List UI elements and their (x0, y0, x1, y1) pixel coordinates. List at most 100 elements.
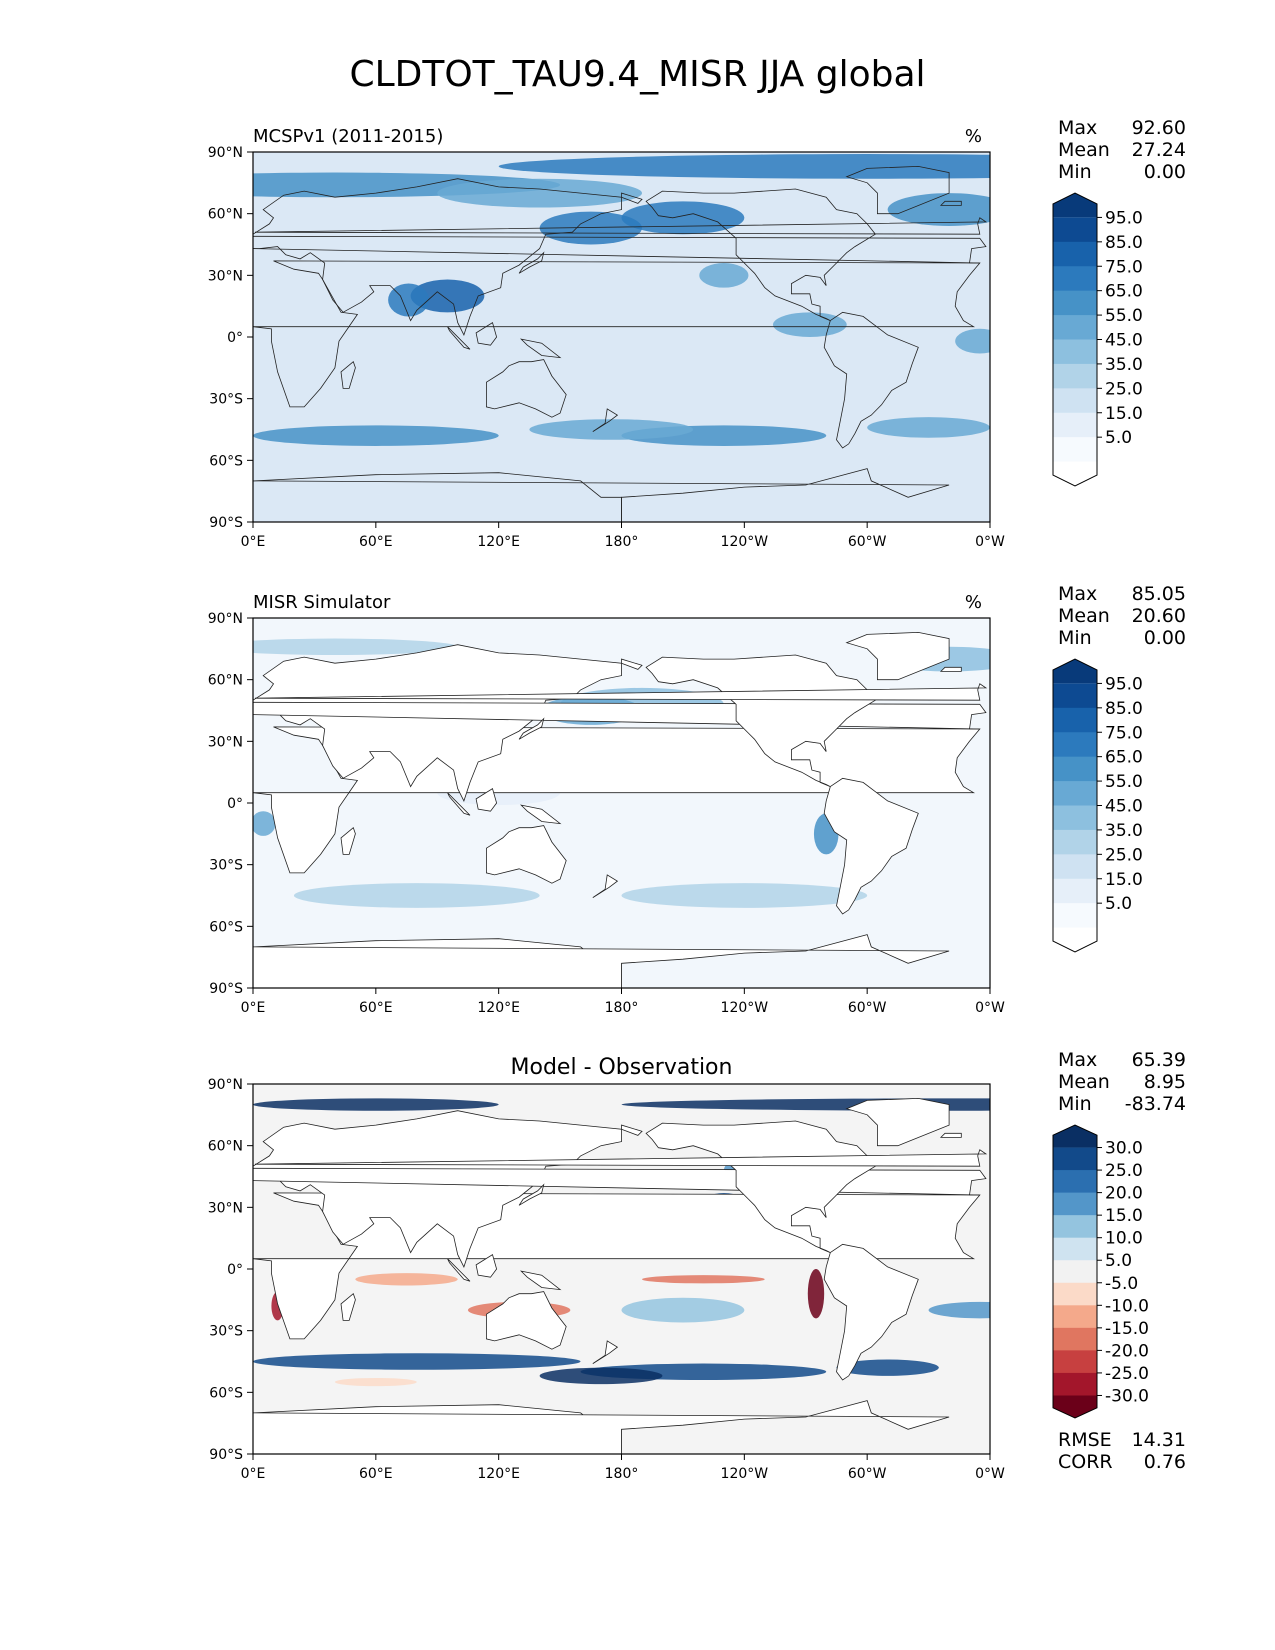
coastline-japan (518, 1183, 545, 1206)
colorbar: 30.025.0 20.015.0 10.05.0 -5.0-10.0 -15.0-20… (1052, 1124, 1149, 1419)
colorbar: 95.0 85.0 75.0 65.0 55.0 45.0 35.0 25.0 15.0 5.0 (1052, 192, 1143, 487)
coastline-borneo (475, 787, 498, 812)
coastline-newguinea (519, 338, 562, 359)
colorbar-tick-label: 35.0 (1105, 821, 1143, 841)
x-tick-label: 0°W (975, 1466, 1005, 1482)
field-patch (641, 1275, 765, 1284)
colorbar-swatch (1053, 1372, 1097, 1396)
stats-block: Max 85.05 Mean 20.60 Min 0.00 (1058, 583, 1186, 649)
coastline-eurasia_east (253, 1110, 622, 1268)
stat-row: RMSE 14.31 (1058, 1429, 1186, 1451)
coastline-northamerica (645, 188, 876, 321)
coastline-japan (518, 717, 545, 740)
field-patch (388, 283, 430, 317)
stat-value: 0.76 (1143, 1451, 1186, 1473)
colorbar-swatch (1053, 1260, 1097, 1284)
map-area: 90°N 60°N 30°N 0° 30°S 60°S 90°S 0°E 60°E 120°E 18… (208, 1077, 1005, 1482)
stat-label: Min (1058, 627, 1092, 649)
stat-row: Max 85.05 (1058, 583, 1186, 605)
y-tick-label: 30°S (209, 858, 243, 874)
stat-value: 92.60 (1131, 117, 1186, 139)
coastline-sumatra (447, 326, 471, 350)
error-stats-block: RMSE 14.31 CORR 0.76 (1058, 1429, 1186, 1473)
coastline-japan (518, 251, 545, 274)
x-tick-label: 120°E (477, 1466, 520, 1482)
stat-row: Mean 8.95 (1058, 1071, 1186, 1093)
coastline-uk (254, 1149, 988, 1167)
coastline-australia (486, 359, 567, 418)
colorbar-tick-label: -15.0 (1105, 1319, 1149, 1339)
field-patch (529, 419, 694, 440)
map-area: 90°N 60°N 30°N 0° 30°S 60°S 90°S 0°E 60°E 120°E 18… (208, 145, 1005, 550)
x-tick-label: 0°W (975, 1000, 1005, 1016)
colorbar-swatch (1053, 388, 1097, 414)
colorbar-swatch (1053, 732, 1097, 758)
x-tick-label: 120°W (721, 1000, 769, 1016)
colorbar-swatch (1053, 829, 1097, 855)
coastline-borneo (475, 1253, 498, 1278)
coastline-iceland (939, 200, 962, 206)
stat-value: 65.39 (1131, 1049, 1186, 1071)
colorbar-tick-label: 65.0 (1105, 748, 1143, 768)
field-patch (355, 1273, 458, 1286)
ocean-field (253, 152, 990, 522)
stat-label: Mean (1058, 139, 1110, 161)
colorbar-swatch (1053, 756, 1097, 782)
units-label: % (965, 126, 982, 147)
colorbar-swatch (1053, 1305, 1097, 1329)
colorbar-tick-label: 5.0 (1105, 428, 1132, 448)
colorbar-tick-label: -20.0 (1105, 1341, 1149, 1361)
coastline-southamerica (823, 777, 919, 915)
colorbar-tick-label: 25.0 (1105, 379, 1143, 399)
colorbar-tick-label: 10.0 (1105, 1229, 1143, 1249)
coastline-antarctica (253, 472, 622, 522)
y-tick-label: 90°N (208, 611, 243, 627)
colorbar-tick-label: 15.0 (1105, 1206, 1143, 1226)
colorbar-swatch (1053, 903, 1097, 929)
x-tick-label: 0°W (975, 534, 1005, 550)
y-tick-label: 60°N (208, 207, 243, 223)
field-patch (410, 279, 485, 313)
coastline-madagascar (340, 361, 356, 389)
colorbar-swatch (1053, 437, 1097, 463)
coastline-madagascar (340, 827, 356, 855)
x-tick-label: 180° (605, 534, 639, 550)
x-tick-label: 120°W (721, 534, 769, 550)
coastline-newguinea (519, 804, 562, 825)
coastline-greenland (845, 165, 950, 215)
stats-block: Max 92.60 Mean 27.24 Min 0.00 (1058, 117, 1186, 183)
stat-label: Mean (1058, 605, 1110, 627)
panel-title: MCSPv1 (2011-2015) (253, 126, 443, 147)
colorbar-swatch (1053, 1125, 1097, 1148)
y-tick-label: 30°N (208, 734, 243, 750)
colorbar-tick-label: 15.0 (1105, 870, 1143, 890)
x-tick-label: 60°W (848, 534, 887, 550)
coastline-madagascar (340, 1293, 356, 1321)
coastline-northamerica (645, 654, 876, 787)
x-tick-label: 180° (605, 1000, 639, 1016)
y-tick-label: 90°N (208, 1077, 243, 1093)
colorbar-tick-label: 5.0 (1105, 894, 1132, 914)
field-patch (253, 425, 499, 446)
stat-value: 0.00 (1143, 161, 1186, 183)
field-patch (253, 811, 276, 836)
stat-value: 0.00 (1143, 627, 1186, 649)
y-tick-label: 30°S (209, 1324, 243, 1340)
colorbar-swatch (1053, 683, 1097, 709)
coastline-africa (253, 260, 981, 408)
coastline-greenland (845, 1097, 950, 1147)
field-patch (539, 211, 642, 245)
stat-row: Min 0.00 (1058, 161, 1186, 183)
field-patch (887, 193, 990, 226)
x-tick-label: 120°W (721, 1466, 769, 1482)
stat-value: 20.60 (1131, 605, 1186, 627)
stats-block: Max 65.39 Mean 8.95 Min -83.74 (1058, 1049, 1186, 1115)
y-tick-label: 90°S (209, 981, 243, 997)
stat-label: Min (1058, 1093, 1092, 1115)
colorbar-tick-label: 85.0 (1105, 699, 1143, 719)
field-patch (807, 1269, 825, 1319)
colorbar-tick-label: -10.0 (1105, 1296, 1149, 1316)
y-tick-label: 90°N (208, 145, 243, 161)
colorbar-tick-label: 85.0 (1105, 233, 1143, 253)
colorbar-tick-label: 45.0 (1105, 797, 1143, 817)
